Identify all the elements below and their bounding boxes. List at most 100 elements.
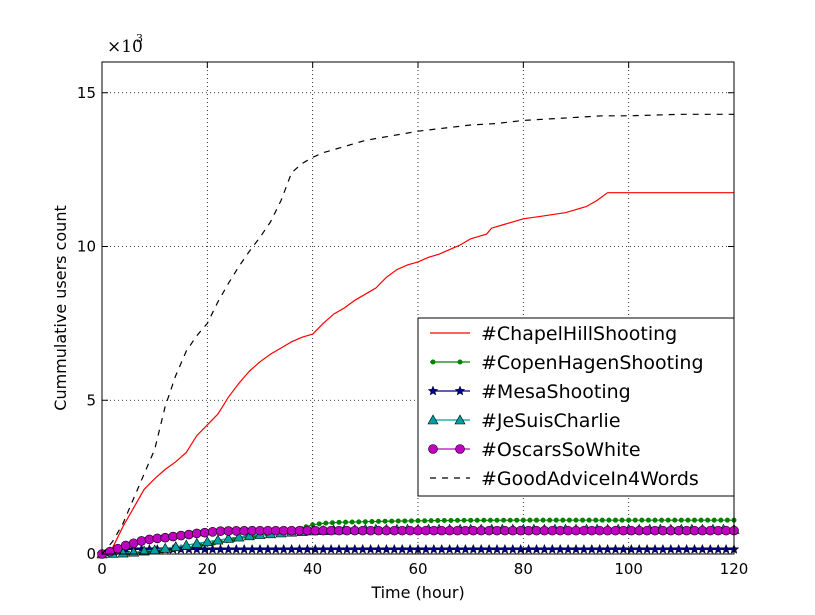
data-point-triangle bbox=[233, 531, 245, 542]
data-point-dot bbox=[547, 517, 553, 523]
y-scale-exponent: 3 bbox=[136, 32, 143, 45]
data-point-triangle bbox=[201, 536, 213, 547]
data-point-triangle bbox=[191, 537, 203, 548]
data-point-circle bbox=[455, 444, 465, 454]
legend: #ChapelHillShooting #CopenHagenShooting #M… bbox=[417, 317, 735, 497]
data-point-dot bbox=[698, 517, 704, 523]
data-point-triangle bbox=[180, 539, 192, 550]
data-point-dot bbox=[639, 517, 645, 523]
series-line bbox=[101, 192, 734, 555]
data-point-dot bbox=[665, 517, 671, 523]
y-tick-label: 10 bbox=[77, 238, 96, 256]
data-point-dot bbox=[343, 519, 349, 525]
data-point-dot bbox=[507, 517, 513, 523]
data-point-triangle bbox=[222, 532, 234, 543]
data-point-dot bbox=[487, 517, 493, 523]
legend-label: #JeSuisCharlie bbox=[481, 410, 621, 432]
data-point-dot bbox=[501, 517, 507, 523]
data-point-triangle bbox=[212, 534, 224, 545]
data-point-dot bbox=[329, 520, 335, 526]
data-point-dot bbox=[316, 521, 322, 527]
data-point-circle bbox=[168, 531, 178, 542]
data-point-circle bbox=[207, 527, 218, 537]
data-point-triangle bbox=[170, 541, 182, 552]
data-point-dot bbox=[468, 517, 474, 523]
data-point-dot bbox=[435, 518, 441, 524]
data-point-dot bbox=[606, 517, 612, 523]
data-point-dot bbox=[356, 519, 362, 525]
data-point-dot bbox=[369, 519, 375, 525]
data-point-circle bbox=[184, 529, 194, 540]
data-point-circle bbox=[128, 538, 139, 549]
y-tick-label: 15 bbox=[77, 84, 96, 102]
data-point-dot bbox=[692, 517, 697, 523]
data-point-dot bbox=[619, 517, 625, 523]
data-point-dot bbox=[422, 518, 428, 524]
data-point-circle bbox=[176, 530, 186, 541]
data-point-dot bbox=[626, 517, 632, 523]
y-tick-label: 5 bbox=[86, 391, 96, 409]
data-point-dot bbox=[520, 517, 526, 523]
data-point-circle bbox=[136, 536, 147, 546]
data-point-circle bbox=[199, 527, 210, 538]
data-point-triangle bbox=[159, 542, 171, 553]
x-tick-label: 120 bbox=[720, 560, 749, 578]
data-point-dot bbox=[514, 517, 520, 523]
data-point-dot bbox=[705, 517, 711, 523]
data-point-dot bbox=[336, 519, 342, 525]
data-point-dot bbox=[395, 518, 401, 524]
x-tick-label: 40 bbox=[303, 560, 322, 578]
data-point-dot bbox=[540, 517, 546, 523]
data-point-dot bbox=[494, 517, 500, 523]
data-point-dot bbox=[573, 517, 579, 523]
series-line bbox=[101, 113, 734, 555]
x-tick-label: 100 bbox=[614, 560, 643, 578]
data-point-dot bbox=[685, 517, 691, 523]
data-point-dot bbox=[678, 517, 684, 523]
data-point-dot bbox=[323, 520, 329, 526]
data-point-dot bbox=[376, 518, 381, 524]
series-goodadvicein4words bbox=[101, 113, 734, 555]
data-point-star bbox=[454, 385, 466, 396]
data-point-dot bbox=[672, 517, 678, 523]
data-point-dot bbox=[430, 359, 436, 365]
data-point-star bbox=[427, 385, 439, 396]
data-point-dot bbox=[408, 518, 414, 524]
data-point-dot bbox=[724, 517, 730, 523]
data-point-dot bbox=[461, 517, 467, 523]
data-point-circle bbox=[160, 532, 170, 543]
data-point-triangle bbox=[454, 414, 466, 425]
data-point-triangle bbox=[138, 545, 150, 556]
data-point-dot bbox=[428, 518, 434, 524]
series-chapelhillshooting bbox=[101, 192, 734, 555]
legend-label: #MesaShooting bbox=[481, 381, 631, 403]
data-point-circle bbox=[120, 540, 131, 551]
data-point-dot bbox=[718, 517, 724, 523]
data-point-dot bbox=[415, 518, 421, 524]
data-point-dot bbox=[457, 359, 463, 365]
data-point-dot bbox=[711, 517, 717, 523]
x-tick-label: 80 bbox=[514, 560, 533, 578]
axis-ticks: 0 20 40 60 80 100 120 0 5 10 15 bbox=[77, 62, 748, 578]
data-point-dot bbox=[560, 517, 566, 523]
data-point-dot bbox=[553, 517, 559, 523]
x-tick-label: 0 bbox=[97, 560, 107, 578]
data-point-dot bbox=[481, 517, 487, 523]
data-point-dot bbox=[402, 518, 408, 524]
data-point-circle bbox=[192, 528, 202, 539]
data-point-circle bbox=[152, 533, 163, 544]
x-axis-label: Time (hour) bbox=[370, 583, 464, 602]
data-point-dot bbox=[474, 517, 480, 523]
legend-label: #OscarsSoWhite bbox=[481, 439, 641, 461]
data-point-dot bbox=[613, 517, 618, 523]
x-tick-label: 20 bbox=[198, 560, 217, 578]
legend-label: #CopenHagenShooting bbox=[481, 352, 704, 374]
data-point-dot bbox=[593, 517, 599, 523]
y-axis-label: Cummulative users count bbox=[51, 205, 70, 410]
legend-box bbox=[417, 317, 735, 497]
legend-label: #GoodAdviceIn4Words bbox=[481, 468, 699, 490]
x-tick-label: 60 bbox=[408, 560, 427, 578]
data-point-dot bbox=[349, 519, 355, 525]
